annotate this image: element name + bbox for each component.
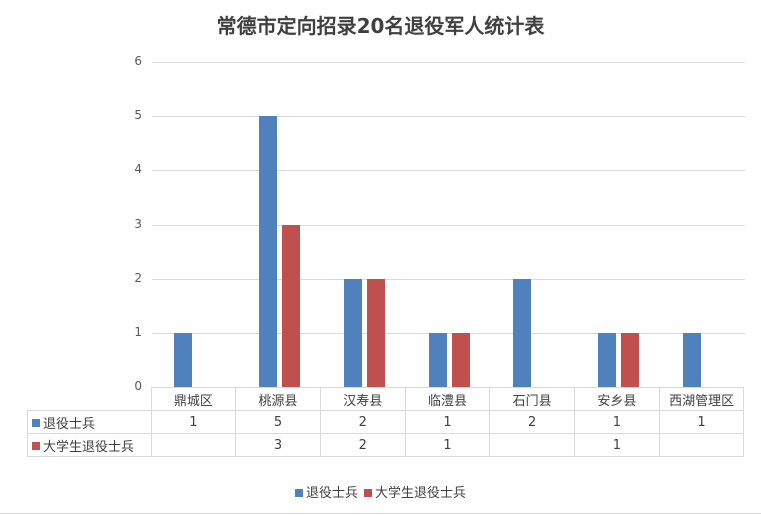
bar-college-veteran — [620, 332, 639, 387]
legend: 退役士兵 大学生退役士兵 — [0, 482, 761, 501]
gridline — [152, 116, 745, 118]
gridline — [152, 170, 745, 172]
series-label: 大学生退役士兵 — [43, 439, 135, 455]
table-cell: 1 — [150, 410, 237, 434]
y-tick-label: 5 — [134, 108, 142, 123]
bar-veteran — [259, 116, 278, 387]
table-cell — [658, 433, 745, 457]
bar-veteran — [428, 332, 447, 387]
y-tick-label: 3 — [134, 216, 142, 231]
gridline — [152, 332, 745, 334]
chart-title: 常德市定向招录20名退役军人统计表 — [216, 14, 545, 38]
bar-college-veteran — [451, 332, 470, 387]
gridline — [152, 224, 745, 226]
data-table: 鼎城区 桃源县 汉寿县 临澧县 石门县 安乡县 西湖管理区 退役士兵 1 5 2 1 2 1 1 大学生退役士… — [27, 387, 745, 457]
table-cell: 1 — [404, 410, 491, 434]
table-row: 大学生退役士兵 3 2 1 1 — [27, 433, 745, 457]
gridline — [152, 278, 745, 280]
legend-item: 退役士兵 — [294, 486, 358, 501]
table-cell — [489, 433, 576, 457]
table-cell: 1 — [574, 410, 660, 434]
table-cell: 2 — [319, 410, 406, 434]
legend-item: 大学生退役士兵 — [364, 486, 466, 501]
table-cell: 3 — [235, 433, 321, 457]
gridline — [152, 62, 745, 63]
table-cell: 1 — [574, 433, 660, 457]
bar-college-veteran — [366, 278, 385, 387]
category-label: 临澧县 — [404, 387, 491, 411]
divider — [0, 513, 761, 514]
y-tick-label: 0 — [134, 379, 142, 393]
bar-veteran — [513, 278, 532, 387]
category-label: 安乡县 — [574, 387, 660, 411]
category-label: 鼎城区 — [150, 387, 237, 411]
y-tick-label: 1 — [134, 324, 142, 339]
series-swatch-icon — [32, 442, 40, 450]
y-tick-label: 6 — [134, 54, 142, 68]
plot-area — [152, 62, 745, 387]
table-row: 退役士兵 1 5 2 1 2 1 1 — [27, 410, 745, 434]
bar-veteran — [597, 332, 616, 387]
bar-veteran — [174, 332, 193, 387]
table-cell: 1 — [658, 410, 745, 434]
table-cell — [150, 433, 237, 457]
category-label: 汉寿县 — [319, 387, 406, 411]
table-cell: 2 — [319, 433, 406, 457]
table-corner — [27, 387, 152, 411]
category-label: 石门县 — [489, 387, 576, 411]
series-swatch-icon — [32, 419, 40, 427]
category-label: 西湖管理区 — [658, 387, 745, 411]
series-label: 退役士兵 — [43, 416, 96, 432]
bar-college-veteran — [282, 224, 301, 387]
bar-veteran — [343, 278, 362, 387]
y-tick-label: 4 — [134, 162, 142, 177]
bar-veteran — [682, 332, 701, 387]
y-tick-label: 2 — [134, 270, 142, 285]
table-cell: 2 — [489, 410, 576, 434]
legend-swatch-icon — [294, 488, 303, 497]
table-cell: 1 — [404, 433, 491, 457]
legend-swatch-icon — [364, 488, 372, 497]
category-label: 桃源县 — [235, 387, 321, 411]
table-cell: 5 — [235, 410, 321, 434]
